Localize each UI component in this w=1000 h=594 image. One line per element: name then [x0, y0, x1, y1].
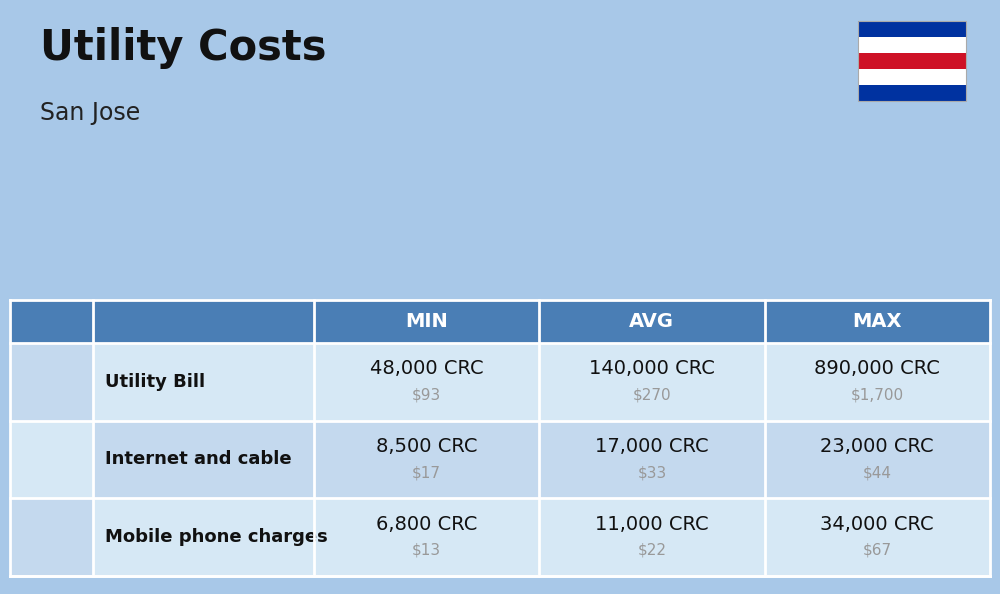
Text: $67: $67 — [863, 543, 892, 558]
Text: $22: $22 — [637, 543, 666, 558]
Text: $13: $13 — [412, 543, 441, 558]
Text: $270: $270 — [633, 387, 671, 402]
Text: Utility Costs: Utility Costs — [40, 27, 326, 69]
Text: Internet and cable: Internet and cable — [105, 450, 292, 469]
FancyBboxPatch shape — [10, 498, 990, 576]
Text: 890,000 CRC: 890,000 CRC — [814, 359, 940, 378]
Text: Utility Bill: Utility Bill — [105, 372, 205, 391]
Text: Mobile phone charges: Mobile phone charges — [105, 528, 328, 546]
Text: 48,000 CRC: 48,000 CRC — [370, 359, 483, 378]
Text: MIN: MIN — [405, 312, 448, 331]
Text: 17,000 CRC: 17,000 CRC — [595, 437, 709, 456]
FancyBboxPatch shape — [858, 37, 966, 53]
Text: 23,000 CRC: 23,000 CRC — [820, 437, 934, 456]
Text: AVG: AVG — [629, 312, 674, 331]
FancyBboxPatch shape — [10, 421, 93, 498]
Text: 6,800 CRC: 6,800 CRC — [376, 515, 477, 534]
Text: 11,000 CRC: 11,000 CRC — [595, 515, 709, 534]
FancyBboxPatch shape — [858, 85, 966, 101]
Text: $17: $17 — [412, 465, 441, 480]
Text: $44: $44 — [863, 465, 892, 480]
FancyBboxPatch shape — [10, 421, 990, 498]
Text: $33: $33 — [637, 465, 667, 480]
FancyBboxPatch shape — [10, 300, 990, 343]
FancyBboxPatch shape — [10, 343, 990, 421]
FancyBboxPatch shape — [10, 343, 93, 421]
Text: MAX: MAX — [853, 312, 902, 331]
FancyBboxPatch shape — [858, 69, 966, 85]
Text: $93: $93 — [412, 387, 441, 402]
Text: San Jose: San Jose — [40, 101, 140, 125]
Text: $1,700: $1,700 — [851, 387, 904, 402]
Text: 140,000 CRC: 140,000 CRC — [589, 359, 715, 378]
FancyBboxPatch shape — [858, 53, 966, 69]
Text: 8,500 CRC: 8,500 CRC — [376, 437, 477, 456]
Text: 34,000 CRC: 34,000 CRC — [820, 515, 934, 534]
FancyBboxPatch shape — [10, 498, 93, 576]
FancyBboxPatch shape — [858, 21, 966, 37]
